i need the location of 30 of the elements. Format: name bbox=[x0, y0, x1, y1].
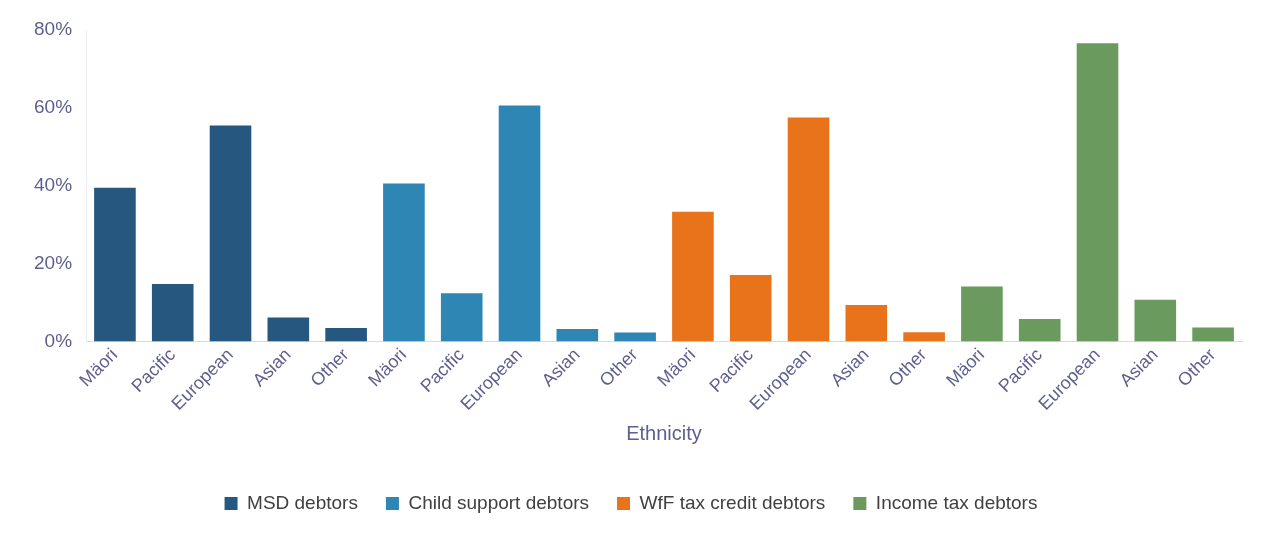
bar bbox=[440, 293, 483, 342]
bar bbox=[961, 286, 1003, 342]
bar bbox=[209, 125, 252, 342]
bar bbox=[1134, 299, 1177, 342]
bar bbox=[556, 329, 599, 342]
bar bbox=[498, 105, 541, 342]
legend-label: Child support debtors bbox=[408, 491, 590, 513]
legend-label: WfF tax credit debtors bbox=[639, 491, 826, 513]
legend-label: MSD debtors bbox=[247, 491, 358, 513]
x-axis-title: Ethnicity bbox=[626, 421, 702, 444]
bar bbox=[672, 211, 714, 342]
bar bbox=[267, 317, 310, 342]
bar bbox=[614, 332, 656, 342]
y-tick-label: 40% bbox=[34, 174, 73, 195]
bar bbox=[151, 283, 194, 342]
y-tick-label: 60% bbox=[34, 96, 73, 118]
bar bbox=[787, 117, 830, 342]
bar bbox=[383, 183, 425, 342]
bar bbox=[1192, 327, 1234, 342]
y-tick-label: 20% bbox=[34, 251, 73, 273]
bar bbox=[94, 187, 136, 342]
y-tick-label: 80% bbox=[34, 18, 73, 40]
y-tick-label: 0% bbox=[44, 329, 73, 351]
bar bbox=[325, 327, 367, 342]
bar bbox=[1076, 43, 1119, 342]
legend-label: Income tax debtors bbox=[875, 491, 1038, 513]
bar bbox=[903, 332, 945, 342]
bar bbox=[845, 304, 888, 342]
bar bbox=[1018, 318, 1061, 342]
bar bbox=[729, 274, 772, 342]
